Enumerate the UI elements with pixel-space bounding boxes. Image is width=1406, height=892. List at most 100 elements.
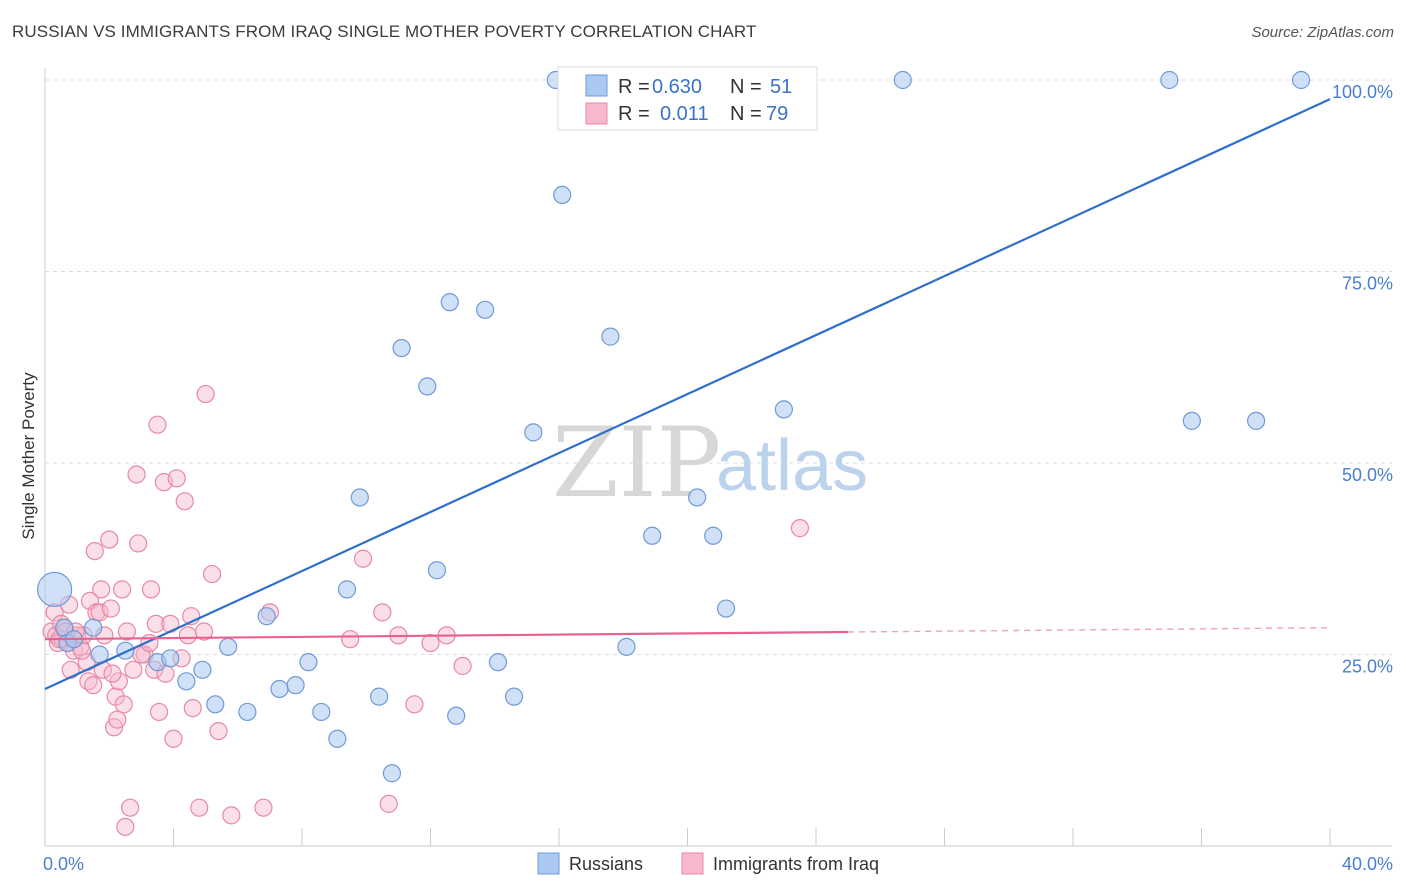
iraq-point — [127, 465, 146, 484]
iraq-point — [124, 660, 143, 679]
russians-point — [1182, 411, 1201, 430]
iraq-point — [146, 614, 165, 633]
russians-point — [392, 339, 411, 358]
iraq-point — [194, 622, 214, 641]
russians-point — [524, 423, 543, 442]
iraq-point — [117, 622, 137, 641]
legend-r-value-iraq: 0.011 — [660, 103, 709, 125]
grid-lines — [45, 79, 1392, 655]
russians-point — [257, 607, 276, 626]
bottom-legend-swatch-iraq — [681, 852, 704, 875]
russians-point — [312, 702, 331, 722]
trend-lines — [44, 98, 1331, 690]
iraq-point — [149, 702, 169, 722]
russians-point — [116, 641, 135, 660]
iraq-point — [167, 469, 186, 488]
russians-point — [350, 488, 369, 507]
iraq-point — [121, 798, 140, 817]
iraq-point — [100, 530, 119, 549]
trend-line-russians — [44, 98, 1331, 690]
legend-n-value-iraq: 79 — [766, 103, 788, 125]
legend-swatch-iraq — [585, 102, 608, 125]
russians-point — [893, 70, 912, 90]
russians-point — [161, 649, 180, 668]
tick-labels: 25.0% 50.0% 75.0% 100.0% 0.0% 40.0% — [43, 82, 1393, 874]
iraq-point — [379, 794, 398, 813]
x-tick-label-min: 0.0% — [43, 854, 84, 874]
iraq-point — [341, 630, 360, 649]
y-tick-label: 75.0% — [1342, 274, 1393, 294]
iraq-point — [254, 798, 273, 817]
russians-point — [427, 561, 447, 580]
iraq-point — [175, 492, 194, 511]
watermark: ZIP atlas — [552, 407, 868, 519]
legend-n-label-iraq: N = — [730, 103, 762, 125]
russians-point — [1291, 70, 1311, 90]
russians-point — [418, 377, 437, 396]
iraq-point — [453, 656, 472, 676]
chart-title: RUSSIAN VS IMMIGRANTS FROM IRAQ SINGLE M… — [12, 22, 757, 41]
iraq-point — [148, 415, 167, 434]
iraq-point — [90, 603, 109, 622]
russians-point — [476, 300, 495, 319]
russians-point — [37, 571, 73, 607]
russians-point — [1160, 70, 1179, 90]
bottom-legend-swatch-russians — [537, 852, 560, 875]
iraq-point — [61, 660, 80, 679]
legend-n-value-russians: 51 — [770, 76, 792, 98]
russians-point — [504, 687, 524, 706]
iraq-point — [202, 564, 222, 584]
y-tick-label: 25.0% — [1342, 657, 1393, 677]
axes — [44, 68, 1392, 847]
y-tick-label: 50.0% — [1342, 465, 1393, 485]
legend-swatch-russians — [585, 74, 608, 97]
russians-point — [601, 327, 620, 346]
iraq-point — [790, 519, 810, 538]
russians-point — [553, 185, 572, 204]
russians-point — [704, 526, 723, 545]
iraq-point — [112, 580, 132, 599]
russians-point — [193, 660, 212, 679]
bottom-legend: Russians Immigrants from Iraq — [537, 852, 879, 875]
russians-point — [447, 706, 466, 725]
iraq-point — [129, 534, 148, 553]
iraq-point — [222, 806, 241, 825]
iraq-point — [421, 633, 440, 653]
iraq-point — [141, 580, 161, 599]
iraq-point — [196, 384, 215, 404]
russians-point — [337, 580, 357, 599]
russians-point — [270, 679, 289, 699]
iraq-point — [164, 729, 183, 748]
russians-point — [488, 653, 508, 672]
iraq-point — [209, 721, 228, 741]
iraq-point — [85, 541, 104, 561]
iraq-point — [108, 710, 127, 729]
russians-point — [1247, 411, 1266, 430]
watermark-atlas: atlas — [716, 426, 868, 506]
legend-r-value-russians: 0.630 — [652, 76, 702, 98]
legend: R = 0.630 N = 51 R = 0.011 N = 79 — [557, 66, 818, 131]
russians-point — [370, 687, 389, 706]
russians-point — [219, 637, 238, 656]
iraq-point — [116, 817, 135, 836]
iraq-point — [103, 664, 122, 683]
iraq-point — [405, 695, 424, 714]
bottom-legend-russians: Russians — [569, 854, 643, 874]
russians-point — [177, 672, 196, 691]
bottom-legend-iraq: Immigrants from Iraq — [713, 854, 879, 874]
iraq-point — [353, 549, 373, 568]
russians-point — [328, 729, 347, 748]
y-axis-label: Single Mother Poverty — [19, 372, 38, 540]
iraq-point — [178, 626, 198, 645]
russians-point — [774, 400, 793, 419]
russians-point — [299, 653, 318, 672]
russians-point — [238, 702, 257, 722]
russians-point — [206, 695, 225, 714]
trend-line-iraq-solid — [44, 630, 849, 641]
legend-n-label-russians: N = — [730, 76, 762, 98]
x-tick-label-max: 40.0% — [1342, 854, 1393, 874]
russians-point — [286, 676, 305, 695]
russians-point — [688, 488, 707, 507]
trend-line-iraq-dashed — [848, 626, 1331, 633]
